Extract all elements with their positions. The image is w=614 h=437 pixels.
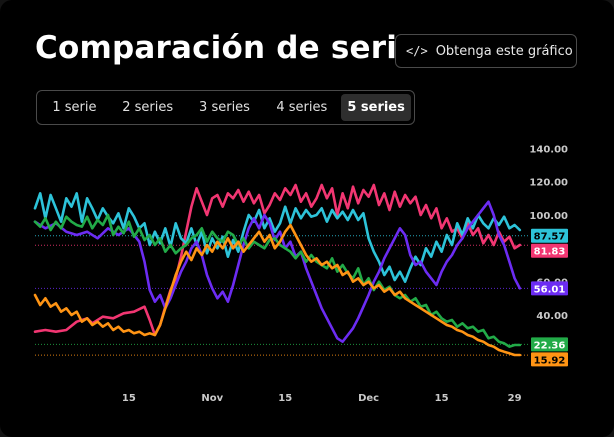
value-badge bbox=[531, 337, 568, 352]
value-badge-label: 81.83 bbox=[534, 247, 566, 258]
series-line-4[interactable] bbox=[33, 213, 522, 348]
tab-3-series[interactable]: 3 series bbox=[199, 100, 250, 115]
x-tick-label: Nov bbox=[201, 393, 223, 404]
x-tick-label: 29 bbox=[508, 393, 522, 404]
value-badge bbox=[531, 243, 568, 258]
x-tick-label: Dec bbox=[358, 393, 379, 404]
value-badge bbox=[531, 228, 568, 243]
y-tick-label: 140.00 bbox=[529, 144, 568, 155]
value-badge-label: 56.01 bbox=[534, 284, 566, 295]
series-line-3[interactable] bbox=[33, 200, 522, 343]
code-icon: </> bbox=[406, 44, 428, 58]
get-chart-label: Obtenga este gráfico bbox=[435, 43, 573, 59]
tab-2-series[interactable]: 2 series bbox=[122, 100, 174, 115]
value-badge bbox=[531, 352, 568, 367]
series-line-5[interactable] bbox=[33, 223, 522, 357]
value-badge-label: 87.57 bbox=[534, 232, 566, 243]
series-line-2[interactable] bbox=[33, 192, 522, 283]
page-title: Comparación de series bbox=[35, 30, 437, 66]
tab-5-series[interactable]: 5 series bbox=[341, 94, 411, 121]
tab-1-serie[interactable]: 1 serie bbox=[52, 100, 97, 115]
x-tick-label: 15 bbox=[122, 393, 136, 404]
y-tick-label: 40.00 bbox=[536, 311, 568, 322]
x-tick-label: 15 bbox=[435, 393, 449, 404]
y-tick-label: 120.00 bbox=[529, 178, 568, 189]
value-badge-label: 22.36 bbox=[534, 340, 566, 351]
x-tick-label: 15 bbox=[278, 393, 292, 404]
value-badge bbox=[531, 281, 568, 296]
line-chart[interactable]: 140.00120.00100.0080.0060.0040.0015Nov15… bbox=[0, 140, 614, 437]
y-tick-label: 100.00 bbox=[529, 211, 568, 222]
tab-4-series[interactable]: 4 series bbox=[276, 100, 328, 115]
series-tabs: 1 serie 2 series 3 series 4 series 5 ser… bbox=[36, 90, 415, 125]
get-chart-button[interactable]: </> Obtenga este gráfico bbox=[395, 34, 577, 68]
value-badge-label: 15.92 bbox=[534, 355, 566, 366]
